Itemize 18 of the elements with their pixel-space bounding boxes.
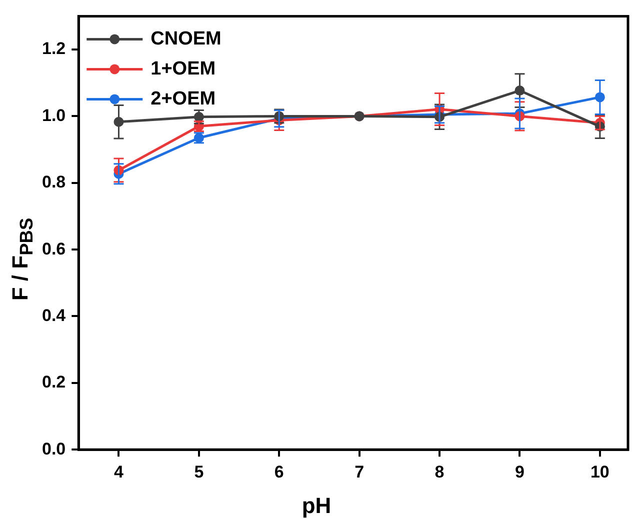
legend-label: 1+OEM xyxy=(150,58,216,80)
x-tick-label: 4 xyxy=(114,462,124,482)
legend-label: CNOEM xyxy=(150,28,222,50)
x-tick-label: 10 xyxy=(590,462,610,482)
x-tick-label: 9 xyxy=(514,462,524,482)
y-tick-label: 0.6 xyxy=(42,239,66,258)
y-tick-label: 0.0 xyxy=(42,439,66,458)
legend-label: 2+OEM xyxy=(150,88,216,110)
x-tick-label: 6 xyxy=(274,462,284,482)
x-tick-label: 8 xyxy=(434,462,444,482)
y-tick-label: 0.4 xyxy=(42,306,66,325)
y-tick-label: 0.8 xyxy=(42,172,66,192)
x-axis-title: pH xyxy=(300,493,332,519)
y-tick-label: 1.2 xyxy=(42,39,66,58)
y-tick-label: 1.0 xyxy=(42,106,66,125)
x-tick-label: 7 xyxy=(354,462,364,482)
x-tick-label: 5 xyxy=(194,462,204,482)
y-tick-label: 0.2 xyxy=(42,372,66,392)
